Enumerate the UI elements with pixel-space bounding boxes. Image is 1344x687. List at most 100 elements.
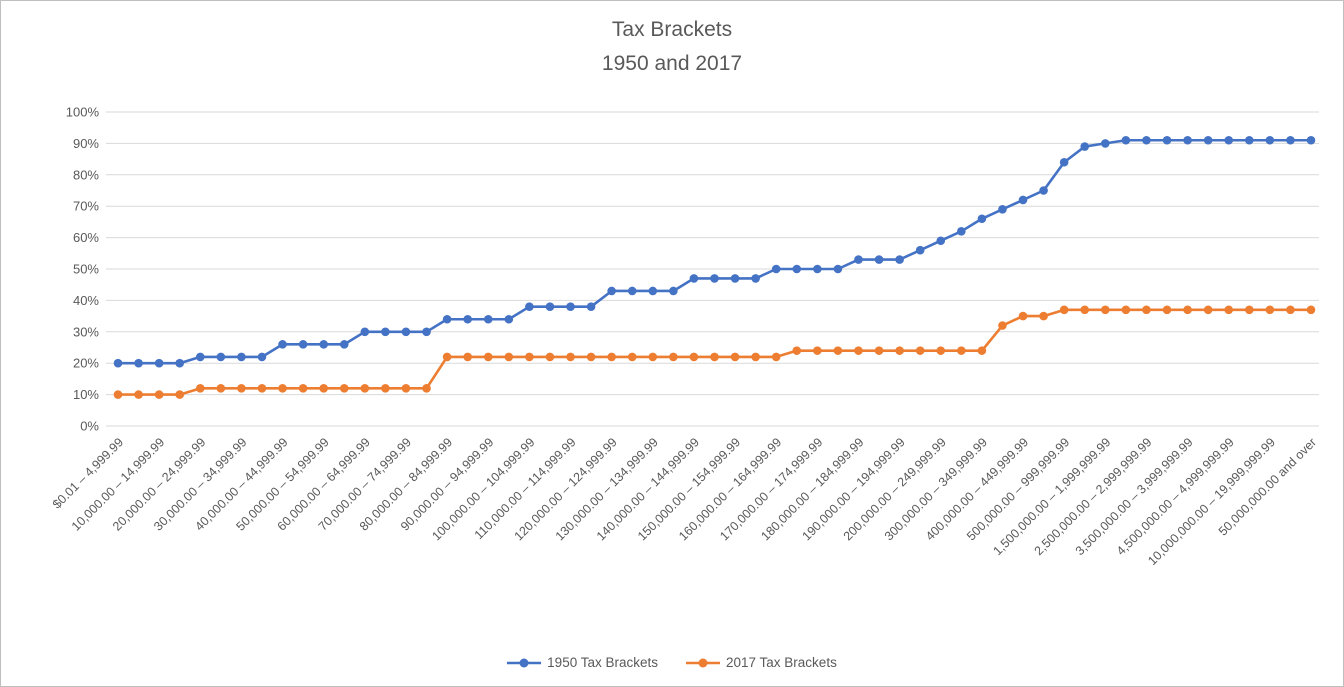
series-marker-2017 [566, 352, 575, 362]
series-marker-1950 [813, 264, 822, 274]
series-marker-2017 [1039, 311, 1048, 321]
series-marker-2017 [854, 346, 863, 355]
series-marker-2017 [319, 384, 328, 393]
series-marker-2017 [771, 352, 781, 362]
legend: 1950 Tax Brackets 2017 Tax Brackets [1, 655, 1343, 670]
series-marker-2017 [689, 352, 699, 362]
series-marker-2017 [1244, 305, 1254, 315]
y-axis-tick-label: 40% [73, 293, 99, 308]
series-marker-1950 [1080, 142, 1090, 151]
series-marker-1950 [1039, 186, 1048, 195]
series-marker-1950 [751, 274, 760, 283]
series-marker-1950 [1286, 135, 1295, 145]
series-marker-1950 [895, 255, 904, 264]
y-axis-tick-label: 60% [73, 230, 99, 245]
series-marker-2017 [1183, 305, 1192, 315]
series-marker-2017 [1162, 305, 1172, 315]
series-marker-2017 [278, 384, 287, 393]
series-marker-1950 [771, 264, 781, 274]
series-marker-1950 [1306, 135, 1316, 145]
y-axis-tick-label: 50% [73, 262, 99, 277]
series-marker-1950 [298, 340, 308, 349]
series-marker-1950 [977, 214, 987, 224]
series-marker-1950 [607, 286, 616, 296]
series-marker-2017 [1224, 305, 1234, 315]
series-marker-1950 [957, 227, 966, 236]
series-marker-1950 [1142, 135, 1151, 145]
y-axis-tick-label: 100% [66, 105, 100, 120]
series-marker-2017 [442, 352, 452, 362]
series-marker-2017 [504, 352, 514, 362]
y-axis-tick-label: 80% [73, 167, 99, 182]
series-marker-2017 [1018, 311, 1028, 321]
series-marker-1950 [1203, 135, 1213, 145]
series-marker-2017 [216, 384, 226, 393]
series-marker-2017 [134, 390, 143, 399]
series-marker-2017 [792, 346, 802, 355]
legend-line-marker-2017-icon [686, 658, 720, 667]
series-marker-2017 [874, 346, 884, 355]
series-marker-1950 [1224, 135, 1234, 145]
series-marker-1950 [586, 302, 596, 311]
series-marker-2017 [360, 384, 370, 393]
series-marker-1950 [854, 255, 863, 264]
series-marker-1950 [504, 314, 514, 324]
series-marker-2017 [463, 352, 472, 362]
series-marker-2017 [525, 352, 534, 362]
series-marker-1950 [1183, 135, 1192, 145]
series-marker-2017 [545, 352, 555, 362]
series-marker-1950 [401, 327, 411, 337]
series-marker-1950 [113, 358, 123, 368]
series-marker-2017 [257, 384, 267, 393]
legend-item-1950[interactable]: 1950 Tax Brackets [507, 655, 658, 670]
series-marker-2017 [648, 352, 658, 362]
series-marker-1950 [936, 236, 946, 246]
legend-line-marker-1950-icon [507, 658, 542, 667]
series-marker-2017 [607, 352, 616, 362]
series-marker-2017 [298, 384, 308, 393]
y-axis-tick-label: 0% [80, 419, 99, 434]
series-marker-2017 [813, 346, 822, 355]
y-axis-tick-label: 90% [73, 136, 99, 151]
series-marker-2017 [1286, 305, 1295, 315]
series-marker-1950 [154, 358, 164, 368]
series-marker-1950 [566, 302, 575, 311]
series-marker-2017 [957, 346, 966, 355]
y-axis-tick-label: 10% [73, 387, 99, 402]
series-marker-2017 [175, 390, 185, 399]
series-marker-1950 [1121, 135, 1131, 145]
series-marker-2017 [195, 384, 205, 393]
series-marker-1950 [627, 286, 637, 296]
series-marker-1950 [669, 286, 678, 296]
series-marker-1950 [1018, 195, 1028, 205]
series-marker-2017 [895, 346, 904, 355]
series-marker-2017 [1059, 305, 1069, 315]
series-line-2017 [116, 308, 1313, 396]
series-marker-2017 [1306, 305, 1316, 315]
series-marker-2017 [627, 352, 637, 362]
series-marker-1950 [545, 302, 555, 311]
series-marker-1950 [792, 264, 802, 274]
series-marker-1950 [874, 255, 884, 264]
series-marker-1950 [134, 358, 143, 368]
series-marker-2017 [154, 390, 164, 399]
series-marker-1950 [1244, 135, 1254, 145]
series-marker-1950 [1059, 157, 1069, 167]
series-marker-1950 [175, 358, 185, 368]
series-marker-1950 [525, 302, 534, 311]
series-marker-2017 [1101, 305, 1110, 315]
y-axis-tick-label: 70% [73, 199, 99, 214]
series-marker-2017 [586, 352, 596, 362]
series-marker-2017 [381, 384, 390, 393]
series-marker-2017 [833, 346, 843, 355]
series-marker-1950 [278, 340, 287, 349]
legend-item-2017[interactable]: 2017 Tax Brackets [686, 655, 837, 670]
series-marker-1950 [319, 340, 328, 349]
series-marker-1950 [339, 340, 349, 349]
series-marker-2017 [1142, 305, 1151, 315]
series-marker-1950 [648, 286, 658, 296]
series-marker-2017 [237, 384, 246, 393]
legend-label-1950: 1950 Tax Brackets [547, 655, 658, 670]
